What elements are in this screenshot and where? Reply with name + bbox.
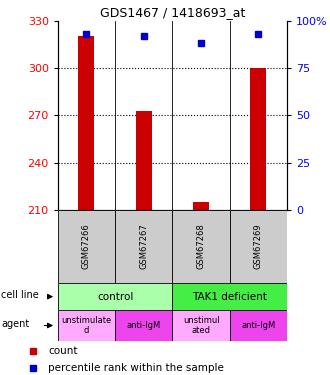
Bar [58,210,115,283]
Text: control: control [97,292,133,302]
Bar [250,68,266,210]
Text: agent: agent [1,319,29,329]
Bar [115,310,173,341]
Title: GDS1467 / 1418693_at: GDS1467 / 1418693_at [100,6,245,20]
Text: cell line: cell line [1,290,39,300]
Bar [79,36,94,210]
Text: anti-IgM: anti-IgM [127,321,161,330]
Bar [136,111,152,210]
Bar [193,202,209,210]
Text: GSM67268: GSM67268 [197,224,206,269]
Bar [115,210,173,283]
Bar [230,210,287,283]
Text: GSM67267: GSM67267 [139,224,148,269]
Text: anti-IgM: anti-IgM [241,321,276,330]
Text: GSM67266: GSM67266 [82,224,91,269]
Bar [58,310,115,341]
Text: GSM67269: GSM67269 [254,224,263,269]
Bar [58,283,173,310]
Bar [230,310,287,341]
Bar [173,210,230,283]
Bar [173,283,287,310]
Text: percentile rank within the sample: percentile rank within the sample [49,363,224,373]
Text: unstimulate
d: unstimulate d [61,316,112,335]
Text: unstimul
ated: unstimul ated [183,316,219,335]
Text: count: count [49,346,78,356]
Text: TAK1 deficient: TAK1 deficient [192,292,267,302]
Bar [173,310,230,341]
